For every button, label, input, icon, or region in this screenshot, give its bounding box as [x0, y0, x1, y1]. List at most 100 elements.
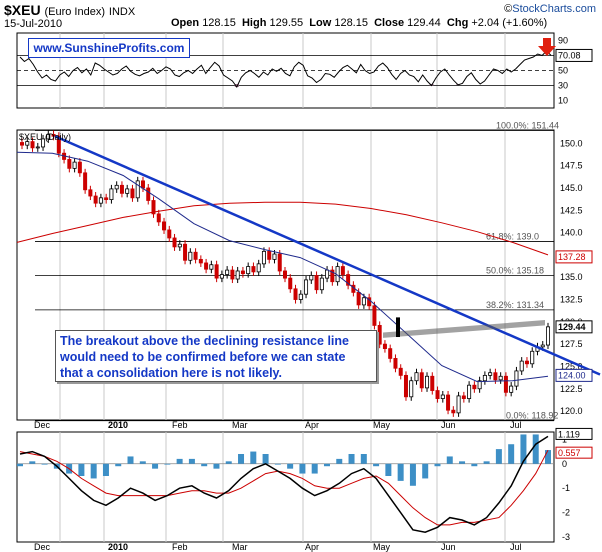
candle-body	[425, 375, 430, 389]
macd-histogram-bar	[446, 456, 453, 464]
macd-histogram-bar	[41, 463, 48, 465]
xtick-label-jun: Jun	[441, 420, 456, 430]
xtick-label-may: May	[373, 420, 391, 430]
macd-histogram-bar	[139, 461, 146, 464]
candle-body	[330, 269, 335, 283]
site-label[interactable]: www.SunshineProfits.com	[28, 38, 190, 58]
candle-body	[367, 297, 372, 307]
candle-body	[288, 277, 293, 290]
price-ytick-132-5: 132.5	[560, 295, 583, 305]
macd-ytick-0: 0	[562, 459, 567, 469]
watermark-prefix: ©	[504, 3, 513, 15]
watermark-text: StockCharts.com	[512, 3, 596, 15]
date-label: 15-Jul-2010	[4, 18, 63, 30]
candle-body	[209, 264, 214, 270]
candle-body	[472, 384, 477, 390]
macd-histogram-bar	[164, 463, 171, 465]
candle-body	[488, 372, 493, 376]
fib-label-0: 100.0%: 151.44	[496, 121, 559, 131]
candle-body	[467, 384, 472, 399]
rsi-line	[19, 50, 552, 88]
candle-body	[25, 141, 30, 146]
candle-body	[298, 293, 303, 300]
candle-body	[130, 188, 135, 199]
candle-body	[503, 375, 508, 393]
candle-body	[361, 297, 366, 306]
candle-body	[51, 134, 56, 137]
high-value: 129.55	[269, 17, 304, 29]
candle-body	[267, 250, 272, 260]
price-last-box	[555, 320, 593, 334]
candle-body	[325, 269, 330, 279]
resistance-line	[54, 135, 601, 376]
macd-histogram-bar	[102, 463, 109, 476]
candle-body	[319, 277, 324, 291]
rsi-ytick-10: 10	[558, 96, 568, 106]
candle-body	[524, 360, 529, 365]
candle-body	[72, 161, 77, 169]
high-label: High	[241, 17, 267, 29]
breakout-bar	[396, 317, 400, 338]
price-ref-label-1: 124.00	[558, 370, 586, 380]
candle-body	[440, 394, 445, 399]
candle-body	[135, 180, 140, 199]
xtick-label-bottom-jun: Jun	[441, 542, 456, 552]
candle-body	[88, 189, 93, 197]
fib-label-1: 61.8%: 139.0	[486, 232, 539, 242]
candle-body	[293, 288, 298, 300]
macd-histogram-bar	[90, 463, 97, 479]
candle-body	[19, 142, 24, 146]
candle-body	[77, 161, 82, 174]
candle-body	[193, 251, 198, 260]
candle-body	[240, 270, 245, 275]
xtick-label-bottom-mar: Mar	[232, 542, 248, 552]
xtick-label-bottom-may: May	[373, 542, 391, 552]
candle-body	[98, 197, 103, 204]
rsi-last-value-box	[555, 48, 593, 62]
fib-label-2: 50.0%: 135.18	[486, 266, 544, 276]
candle-body	[261, 250, 266, 265]
candle-body	[509, 385, 514, 393]
candle-body	[188, 251, 193, 261]
low-value: 128.15	[334, 17, 368, 29]
close-label: Close	[374, 17, 405, 29]
candle-body	[304, 279, 309, 295]
price-ytick-147-5: 147.5	[560, 161, 583, 171]
candle-body	[167, 229, 172, 239]
macd-histogram-bar	[78, 463, 85, 476]
candle-body	[446, 394, 451, 411]
red-arrow-icon	[538, 38, 556, 56]
candle-body	[346, 274, 351, 286]
rsi-ytick-90: 90	[558, 36, 568, 46]
price-ytick-120: 120.0	[560, 406, 583, 416]
xtick-label-feb: Feb	[172, 420, 188, 430]
xtick-label-bottom-2010: 2010	[108, 542, 128, 552]
candle-body	[356, 291, 361, 306]
candle-body	[246, 266, 251, 275]
macd-histogram-bar	[274, 463, 281, 465]
macd-histogram-bar	[176, 458, 183, 464]
candle-body	[235, 270, 240, 280]
price-ytick-127-5: 127.5	[560, 339, 583, 349]
xtick-label-jul: Jul	[510, 420, 522, 430]
candle-body	[430, 375, 435, 391]
rsi-ytick-30: 30	[558, 81, 568, 91]
annotation-line-2: would need to be confirmed before we can…	[60, 350, 346, 364]
fib-label-3: 38.2%: 131.34	[486, 300, 544, 310]
candle-body	[214, 264, 219, 279]
candle-body	[382, 343, 387, 350]
macd-ytick-m2: -2	[562, 508, 570, 518]
macd-histogram-bar	[311, 463, 318, 474]
candle-body	[519, 360, 524, 372]
candle-body	[403, 374, 408, 398]
ohlc-readout: Open 128.15 High 129.55 Low 128.15 Close…	[171, 17, 547, 29]
macd-histogram-bar	[520, 434, 527, 464]
open-label: Open	[171, 17, 200, 29]
candle-body	[282, 270, 287, 279]
candle-body	[114, 184, 119, 190]
macd-last-box-1	[555, 446, 593, 459]
xtick-label-bottom-dec: Dec	[34, 542, 51, 552]
candle-body	[498, 375, 503, 381]
